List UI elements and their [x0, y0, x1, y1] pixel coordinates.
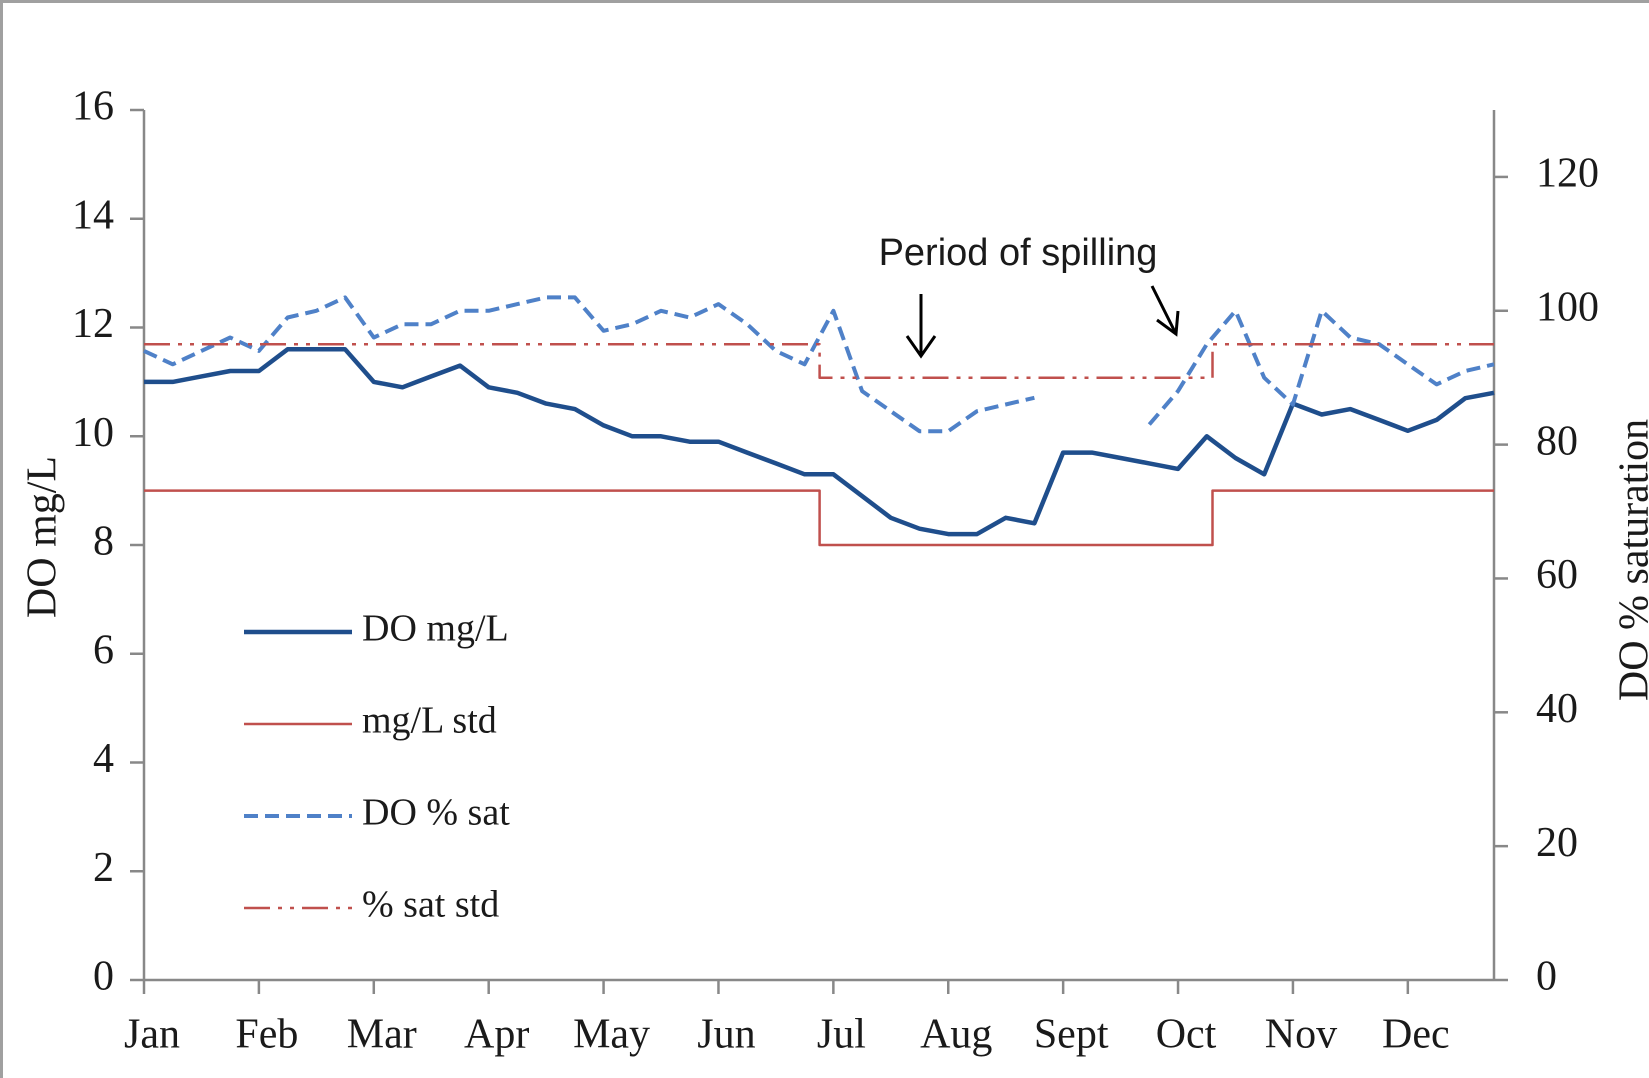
series-line — [144, 489, 1494, 547]
x-tick-label: Oct — [1156, 1012, 1217, 1058]
annotation-arrows — [905, 285, 1180, 359]
y2-tick-label: 120 — [1536, 151, 1599, 197]
y-axis-title: DO mg/L — [20, 456, 66, 618]
legend-label: DO % sat — [362, 792, 510, 834]
x-tick-label: Aug — [920, 1012, 992, 1058]
y-tick-label: 0 — [93, 954, 114, 1000]
y2-axis-title: DO % saturation — [1612, 419, 1649, 701]
x-tick-label: Jan — [124, 1012, 180, 1058]
legend-label: mg/L std — [362, 700, 497, 742]
x-tick-label: Feb — [235, 1012, 298, 1058]
y-tick-label: 2 — [93, 845, 114, 891]
x-tick-label: Nov — [1265, 1012, 1337, 1058]
arrow-head — [905, 335, 937, 359]
y2-tick-label: 40 — [1536, 686, 1578, 732]
x-tick-label: Sept — [1034, 1012, 1109, 1058]
y-tick-label: 16 — [72, 84, 114, 130]
y2-tick-label: 100 — [1536, 284, 1599, 330]
legend-label: % sat std — [362, 884, 499, 926]
arrow — [1150, 285, 1178, 335]
y-tick-label: 12 — [72, 301, 114, 347]
x-tick-label: Mar — [347, 1012, 417, 1058]
arrow-head — [1156, 310, 1180, 337]
annotation: Period of spilling — [879, 232, 1158, 274]
x-tick-label: Jun — [697, 1012, 755, 1058]
y2-tick-label: 60 — [1536, 552, 1578, 598]
series-line — [144, 347, 1495, 537]
y-tick-label: 8 — [93, 519, 114, 565]
series-line — [143, 295, 1495, 434]
x-tick-label: May — [573, 1012, 650, 1058]
y-tick-label: 6 — [93, 627, 114, 673]
y-tick-label: 14 — [72, 192, 114, 238]
legend-label: DO mg/L — [362, 608, 509, 650]
series-line — [144, 342, 1494, 379]
x-tick-label: Jul — [817, 1012, 866, 1058]
y2-tick-label: 20 — [1536, 820, 1578, 866]
y-tick-label: 10 — [72, 410, 114, 456]
x-tick-label: Apr — [464, 1012, 529, 1058]
y2-tick-label: 0 — [1536, 954, 1557, 1000]
y-tick-label: 4 — [93, 736, 114, 782]
x-tick-label: Dec — [1382, 1012, 1450, 1058]
y2-tick-label: 80 — [1536, 418, 1578, 464]
